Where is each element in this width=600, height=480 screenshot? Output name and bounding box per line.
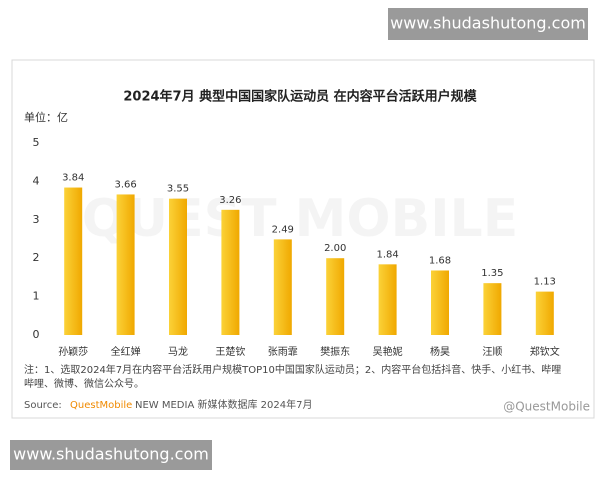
chart-frame xyxy=(11,59,595,419)
value-label: 3.26 xyxy=(219,195,241,206)
x-tick-label: 全红婵 xyxy=(111,345,141,358)
watermark: www.shudashutong.com xyxy=(390,14,586,33)
source-brand: QuestMobile xyxy=(70,400,132,411)
y-tick-label: 0 xyxy=(33,328,40,341)
chart-title: 2024年7月 典型中国国家队运动员 在内容平台活跃用户规模 xyxy=(123,89,477,105)
bar xyxy=(378,264,397,335)
x-tick-label: 王楚钦 xyxy=(215,345,245,358)
bar xyxy=(64,187,83,335)
bar xyxy=(483,283,502,335)
x-tick-label: 孙颖莎 xyxy=(58,345,88,358)
note: 注：1、选取2024年7月在内容平台活跃用户规模TOP10中国国家队运动员；2、… xyxy=(24,363,561,376)
bar xyxy=(431,270,449,335)
note: 哔哩、微博、微信公众号。 xyxy=(24,377,144,390)
watermark-box xyxy=(10,440,212,470)
value-label: 3.66 xyxy=(114,179,136,190)
value-label: 2.00 xyxy=(324,243,346,254)
bar xyxy=(326,258,345,335)
bar xyxy=(535,291,554,335)
value-label: 1.13 xyxy=(534,277,556,288)
y-tick-label: 4 xyxy=(33,174,40,187)
x-tick-label: 樊振东 xyxy=(320,345,350,358)
x-tick-label: 汪顺 xyxy=(482,346,502,358)
value-label: 1.68 xyxy=(429,255,451,266)
y-tick-label: 2 xyxy=(33,251,40,264)
source-label: Source: xyxy=(24,400,62,411)
x-tick-label: 马龙 xyxy=(168,345,188,358)
watermark: www.shudashutong.com xyxy=(13,445,209,464)
bar xyxy=(169,198,187,335)
logo: @QuestMobile xyxy=(503,400,590,414)
value-label: 1.35 xyxy=(481,268,503,279)
value-label: 1.84 xyxy=(376,249,398,260)
y-tick-label: 5 xyxy=(33,136,40,149)
value-label: 2.49 xyxy=(272,224,294,235)
x-tick-label: 杨昊 xyxy=(430,345,450,358)
y-tick-label: 3 xyxy=(33,213,40,226)
background-watermark: QUEST MOBILE xyxy=(82,189,519,249)
value-label: 3.55 xyxy=(167,184,189,195)
watermark-box xyxy=(388,8,588,40)
x-tick-label: 张雨霏 xyxy=(268,346,298,358)
x-tick-label: 吴艳妮 xyxy=(373,345,403,358)
value-label: 3.84 xyxy=(62,173,84,184)
y-tick-label: 1 xyxy=(33,290,40,303)
unit-label: 单位：亿 xyxy=(24,110,68,124)
source-text: NEW MEDIA 新媒体数据库 2024年7月 xyxy=(135,398,312,411)
x-tick-label: 郑钦文 xyxy=(530,345,560,358)
bar xyxy=(221,209,240,335)
bar xyxy=(116,194,135,335)
bar xyxy=(273,239,292,335)
